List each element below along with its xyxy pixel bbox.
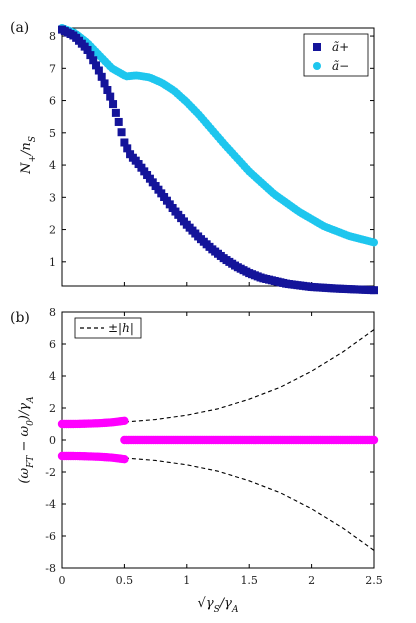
a-plus-point bbox=[83, 45, 92, 54]
panel-b-ytick-label: 2 bbox=[49, 402, 56, 415]
a-plus-point bbox=[100, 79, 109, 88]
magenta-point bbox=[120, 455, 129, 464]
a-plus-point bbox=[109, 100, 118, 109]
panel-a-ytick-label: 7 bbox=[49, 62, 56, 75]
panel-b-xtick-label: 0.5 bbox=[116, 574, 134, 587]
a-plus-point bbox=[117, 128, 126, 137]
panel-a-ytick-label: 5 bbox=[49, 127, 56, 140]
panel-a-plot: 1 2 3 4 5 6 7 8 bbox=[49, 24, 378, 295]
panel-b-ytick-label: 6 bbox=[49, 338, 56, 351]
legend-label-a-plus: ã+ bbox=[332, 40, 349, 54]
panel-b-ytick-label: -8 bbox=[45, 562, 56, 575]
panel-b-ytick-label: 4 bbox=[49, 370, 56, 383]
a-plus-point bbox=[94, 66, 103, 75]
magenta-point bbox=[369, 435, 379, 445]
a-plus-point bbox=[97, 72, 106, 81]
panel-b-xtick-label: 1 bbox=[183, 574, 190, 587]
legend-box-b bbox=[74, 317, 142, 339]
panel-a-ytick-label: 4 bbox=[49, 159, 56, 172]
a-plus-point bbox=[92, 61, 101, 70]
a-plus-point bbox=[370, 286, 378, 295]
panel-b-ytick-label: -4 bbox=[45, 498, 56, 511]
panel-b-xtick-label: 2 bbox=[308, 574, 315, 587]
panel-b-ytick-label: -2 bbox=[45, 466, 56, 479]
panel-a-ytick-label: 2 bbox=[49, 224, 56, 237]
legend-label-h: ±|h| bbox=[108, 321, 134, 335]
a-plus-point bbox=[114, 117, 123, 126]
legend-circle-marker bbox=[313, 62, 321, 70]
h-positive-line bbox=[61, 329, 375, 425]
legend-label-a-minus: ã− bbox=[332, 59, 349, 73]
a-plus-point bbox=[86, 51, 95, 60]
panel-a-ylabel: N+/nS bbox=[19, 136, 38, 175]
panel-b-plot: -8 -6 -4 -2 0 2 4 6 8 0 0.5 1 1.5 2 2.5 bbox=[45, 306, 382, 587]
panel-a-ytick-label: 1 bbox=[49, 256, 56, 269]
a-plus-point bbox=[103, 86, 112, 95]
panel-b-xlabel: √γS/γA bbox=[198, 596, 239, 615]
panel-b-legend: ±|h| bbox=[74, 317, 142, 339]
panel-b-ylabel: (ωFT − ω0)/γA bbox=[17, 396, 36, 484]
panel-a-ytick-label: 3 bbox=[49, 191, 56, 204]
panel-b-ytick-label: -6 bbox=[45, 530, 56, 543]
panel-b-label: (b) bbox=[10, 310, 30, 326]
panel-a-ytick-label: 6 bbox=[49, 95, 56, 108]
panel-a-axes-box bbox=[61, 27, 375, 287]
a-plus-point bbox=[106, 92, 115, 101]
panel-a-ytick-label: 8 bbox=[49, 30, 56, 43]
panel-a-legend: ã+ ã− bbox=[303, 33, 369, 77]
a-minus-point bbox=[370, 238, 378, 247]
panel-b-ytick-label: 8 bbox=[49, 306, 56, 319]
panel-b-xtick-label: 2.5 bbox=[365, 574, 383, 587]
panel-b-xtick-label: 1.5 bbox=[240, 574, 258, 587]
a-plus-point bbox=[111, 108, 120, 117]
a-plus-point bbox=[123, 144, 132, 153]
h-negative-line bbox=[61, 455, 375, 551]
a-plus-point bbox=[89, 56, 98, 65]
panel-a-label: (a) bbox=[10, 20, 29, 36]
panel-b-ytick-label: 0 bbox=[49, 434, 56, 447]
magenta-point bbox=[120, 416, 129, 425]
legend-square-marker bbox=[313, 43, 321, 51]
a-plus-point bbox=[120, 138, 129, 147]
panel-b-xtick-label: 0 bbox=[59, 574, 66, 587]
